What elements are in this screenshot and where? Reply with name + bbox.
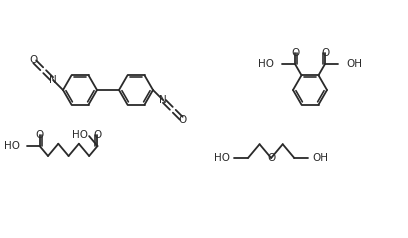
Text: HO: HO [4,141,20,151]
Text: O: O [93,130,102,140]
Text: O: O [267,153,275,163]
Text: O: O [29,55,38,65]
Text: HO: HO [214,153,230,163]
Text: OH: OH [312,153,328,163]
Text: O: O [291,48,299,58]
Text: O: O [179,115,187,125]
Text: HO: HO [72,130,88,140]
Text: O: O [321,48,329,58]
Text: HO: HO [258,59,274,69]
Text: O: O [35,130,44,140]
Text: N: N [159,95,167,105]
Text: N: N [49,75,57,85]
Text: OH: OH [346,59,362,69]
